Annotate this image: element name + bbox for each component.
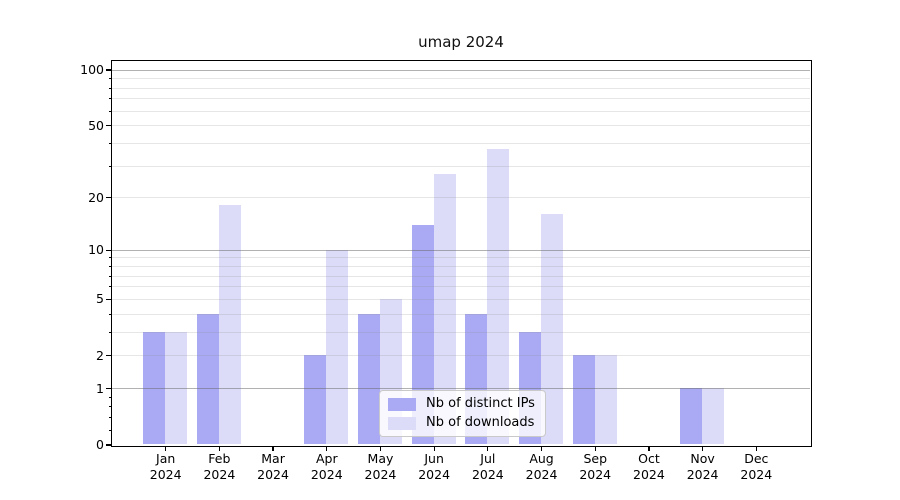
bar-downloads-nov: [702, 388, 725, 445]
y-tick-mark-minor: [108, 110, 112, 112]
gridline-minor: [111, 87, 810, 89]
bar-downloads-sep: [594, 355, 617, 445]
y-tick-mark-minor: [108, 266, 112, 268]
chart-title: umap 2024: [418, 33, 504, 51]
gridline-minor: [111, 125, 810, 127]
bar-downloads-aug: [541, 214, 564, 445]
bar-ips-nov: [680, 388, 703, 445]
x-tick-mark: [272, 446, 274, 451]
plot-area: [110, 59, 812, 447]
bar-ips-may: [357, 313, 380, 445]
x-tick-label-jul: Jul 2024: [471, 451, 504, 482]
x-tick-mark: [755, 446, 757, 451]
gridline-minor: [111, 197, 810, 199]
y-tick-mark-minor: [108, 98, 112, 100]
legend-label-distinct-ips: Nb of distinct IPs: [426, 396, 535, 411]
y-tick-mark: [105, 69, 112, 71]
y-tick-mark-minor: [108, 406, 112, 408]
x-tick-mark: [326, 446, 328, 451]
y-tick-mark-minor: [108, 275, 112, 277]
bar-ips-jun: [411, 224, 434, 445]
gridline-minor: [111, 78, 810, 80]
y-tick-mark-minor: [108, 257, 112, 259]
x-tick-mark: [648, 446, 650, 451]
y-tick-mark-minor: [108, 396, 112, 398]
y-tick-mark: [105, 444, 112, 446]
bar-downloads-feb: [218, 205, 241, 445]
legend: Nb of distinct IPs Nb of downloads: [379, 390, 546, 437]
bar-downloads-jul: [487, 149, 510, 445]
x-tick-label-dec: Dec 2024: [740, 451, 773, 482]
x-tick-label-jan: Jan 2024: [149, 451, 182, 482]
legend-swatch-downloads: [388, 416, 416, 430]
gridline-major: [111, 388, 810, 390]
legend-label-downloads: Nb of downloads: [426, 415, 535, 430]
x-tick-mark: [218, 446, 221, 451]
legend-item-distinct-ips: Nb of distinct IPs: [388, 396, 545, 412]
y-tick-label: 5: [96, 291, 104, 307]
y-tick-mark: [105, 249, 112, 251]
y-tick-mark-minor: [108, 125, 112, 127]
y-tick-mark-minor: [108, 78, 112, 80]
gridline-minor: [111, 98, 810, 100]
x-tick-label-feb: Feb 2024: [203, 451, 236, 482]
y-tick-label: 10: [88, 242, 104, 258]
y-tick-mark-minor: [108, 417, 112, 419]
y-tick-label: 100: [80, 62, 104, 78]
x-tick-label-nov: Nov 2024: [686, 451, 719, 482]
y-tick-label: 50: [88, 117, 104, 133]
y-tick-mark-minor: [108, 313, 112, 315]
y-tick-mark-minor: [108, 298, 112, 300]
x-tick-label-oct: Oct 2024: [633, 451, 665, 482]
y-tick-mark: [105, 388, 112, 390]
legend-item-downloads: Nb of downloads: [388, 415, 545, 431]
gridline-minor: [111, 286, 810, 288]
x-tick-mark: [165, 446, 167, 451]
gridline-minor: [111, 313, 810, 315]
y-tick-mark-minor: [108, 87, 112, 89]
bar-ips-apr: [304, 355, 327, 445]
gridline-major: [111, 249, 810, 251]
x-tick-label-jun: Jun 2024: [418, 451, 451, 482]
gridline-minor: [111, 165, 810, 167]
gridline-minor: [111, 275, 810, 277]
y-tick-mark-minor: [108, 331, 112, 333]
x-tick-label-aug: Aug 2024: [525, 451, 558, 482]
gridline-minor: [111, 266, 810, 268]
y-tick-label: 1: [96, 380, 104, 396]
bar-ips-feb: [196, 313, 219, 445]
gridline-minor: [111, 110, 810, 112]
y-tick-mark-minor: [108, 165, 112, 167]
x-tick-mark: [433, 446, 435, 451]
gridline-minor: [111, 257, 810, 259]
legend-swatch-distinct-ips: [388, 397, 416, 411]
y-tick-label: 0: [96, 437, 104, 452]
x-tick-label-apr: Apr 2024: [310, 451, 343, 482]
x-tick-mark: [379, 446, 382, 451]
y-tick-mark-minor: [108, 355, 112, 357]
gridline-major: [111, 69, 810, 71]
x-tick-mark: [701, 446, 704, 451]
y-tick-mark-minor: [108, 142, 112, 144]
bar-ips-sep: [572, 355, 595, 445]
y-tick-mark-minor: [108, 197, 112, 199]
y-tick-label: 20: [88, 189, 104, 205]
y-tick-label: 2: [96, 347, 104, 363]
x-tick-label-sep: Sep 2024: [579, 451, 612, 482]
x-tick-label-may: May 2024: [364, 451, 397, 482]
y-tick-mark-minor: [108, 286, 112, 288]
gridline-minor: [111, 142, 810, 144]
bar-downloads-apr: [326, 249, 349, 445]
x-tick-label-mar: Mar 2024: [257, 451, 289, 482]
y-tick-mark-minor: [108, 429, 112, 431]
gridline-minor: [111, 355, 810, 357]
x-tick-mark: [540, 446, 543, 451]
x-tick-mark: [594, 446, 596, 451]
x-tick-mark: [487, 446, 489, 451]
bar-downloads-jun: [433, 173, 456, 445]
gridline-minor: [111, 298, 810, 300]
gridline-minor: [111, 331, 810, 333]
